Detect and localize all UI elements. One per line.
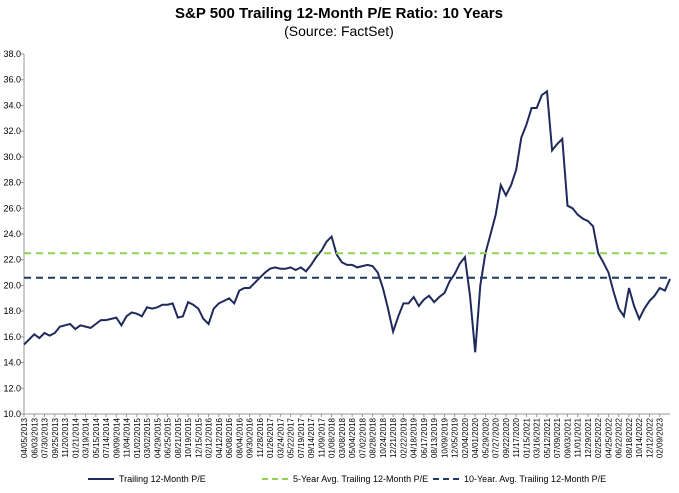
x-tick-label: 02/25/2022 [594, 417, 603, 458]
x-tick-label: 12/29/2021 [584, 417, 593, 458]
x-tick-label: 12/05/2019 [451, 417, 460, 458]
x-tick-label: 07/14/2014 [102, 417, 111, 458]
x-tick-label: 02/22/2019 [399, 417, 408, 458]
x-tick-label: 12/21/2018 [389, 417, 398, 458]
x-tick-label: 03/19/2014 [82, 417, 91, 458]
x-tick-label: 08/04/2016 [235, 417, 244, 458]
y-tick-label: 30.0 [3, 152, 21, 162]
x-tick-label: 08/13/2019 [430, 417, 439, 458]
x-tick-label: 01/02/2015 [133, 417, 142, 458]
x-tick-label: 09/22/2020 [502, 417, 511, 458]
y-tick-label: 36.0 [3, 75, 21, 85]
x-tick-label: 07/30/2013 [41, 417, 50, 458]
y-tick-label: 22.0 [3, 255, 21, 265]
x-tick-label: 03/24/2017 [276, 417, 285, 458]
x-tick-label: 03/16/2021 [533, 417, 542, 458]
x-tick-label: 01/26/2017 [266, 417, 275, 458]
y-tick-label: 32.0 [3, 126, 21, 136]
x-tick-label: 04/25/2022 [604, 417, 613, 458]
x-tick-label: 04/18/2019 [410, 417, 419, 458]
legend-label: 5-Year Avg. Trailing 12-Month P/E [293, 474, 428, 484]
y-tick-label: 10.0 [3, 409, 21, 419]
y-tick-label: 14.0 [3, 358, 21, 368]
x-tick-label: 09/25/2013 [51, 417, 60, 458]
x-tick-label: 01/15/2021 [522, 417, 531, 458]
x-tick-label: 09/30/2016 [246, 417, 255, 458]
x-tick-label: 04/05/2013 [20, 417, 29, 458]
y-tick-label: 28.0 [3, 178, 21, 188]
chart-subtitle: (Source: FactSet) [284, 23, 394, 39]
x-tick-label: 11/20/2013 [61, 417, 70, 457]
x-tick-label: 10/24/2018 [379, 417, 388, 458]
x-tick-label: 06/25/2015 [164, 417, 173, 458]
y-tick-label: 18.0 [3, 306, 21, 316]
x-tick-label: 12/12/2022 [645, 417, 654, 458]
x-tick-label: 05/15/2014 [92, 417, 101, 458]
y-tick-label: 12.0 [3, 383, 21, 393]
x-tick-label: 07/27/2020 [492, 417, 501, 458]
x-tick-label: 06/22/2022 [615, 417, 624, 458]
x-tick-label: 08/21/2015 [174, 417, 183, 458]
x-tick-label: 05/29/2020 [481, 417, 490, 458]
x-tick-label: 01/08/2018 [328, 417, 337, 458]
x-tick-label: 05/22/2017 [287, 417, 296, 458]
x-tick-label: 04/12/2016 [215, 417, 224, 458]
x-tick-label: 10/09/2019 [440, 417, 449, 458]
y-tick-label: 26.0 [3, 203, 21, 213]
x-tick-label: 03/08/2018 [338, 417, 347, 458]
x-tick-label: 11/17/2020 [512, 417, 521, 457]
x-tick-label: 11/04/2014 [123, 417, 132, 457]
x-tick-label: 06/17/2019 [420, 417, 429, 458]
x-tick-label: 10/19/2015 [184, 417, 193, 458]
pe-line [23, 89, 671, 353]
x-tick-label: 07/09/2021 [553, 417, 562, 458]
x-tick-label: 09/09/2014 [112, 417, 121, 458]
x-tick-label: 06/03/2013 [30, 417, 39, 458]
x-tick-label: 06/08/2016 [225, 417, 234, 458]
x-tick-label: 04/29/2015 [153, 417, 162, 458]
x-tick-label: 09/03/2021 [563, 417, 572, 458]
legend-label: 10-Year. Avg. Trailing 12-Month P/E [464, 474, 606, 484]
x-tick-label: 04/01/2020 [471, 417, 480, 458]
x-tick-label: 12/15/2015 [194, 417, 203, 458]
legend-label: Trailing 12-Month P/E [119, 474, 206, 484]
x-tick-label: 05/12/2021 [543, 417, 552, 458]
x-tick-label: 02/12/2016 [205, 417, 214, 458]
x-tick-label: 08/28/2018 [369, 417, 378, 458]
x-tick-label: 11/28/2016 [256, 417, 265, 457]
chart-title: S&P 500 Trailing 12-Month P/E Ratio: 10 … [175, 5, 503, 22]
x-tick-label: 09/14/2017 [307, 417, 316, 458]
x-tick-label: 08/18/2022 [625, 417, 634, 458]
y-tick-label: 34.0 [3, 100, 21, 110]
x-tick-label: 07/19/2017 [297, 417, 306, 458]
x-tick-label: 07/02/2018 [358, 417, 367, 458]
x-tick-label: 03/02/2015 [143, 417, 152, 458]
y-tick-label: 24.0 [3, 229, 21, 239]
x-tick-label: 11/01/2021 [574, 417, 583, 457]
y-tick-label: 38.0 [3, 49, 21, 59]
x-tick-label: 02/04/2020 [461, 417, 470, 458]
x-tick-label: 01/21/2014 [71, 417, 80, 458]
y-tick-label: 20.0 [3, 280, 21, 290]
x-tick-label: 10/14/2022 [635, 417, 644, 458]
y-tick-label: 16.0 [3, 332, 21, 342]
x-tick-label: 02/09/2023 [656, 417, 665, 458]
x-tick-label: 05/04/2018 [348, 417, 357, 458]
x-tick-label: 11/09/2017 [317, 417, 326, 457]
